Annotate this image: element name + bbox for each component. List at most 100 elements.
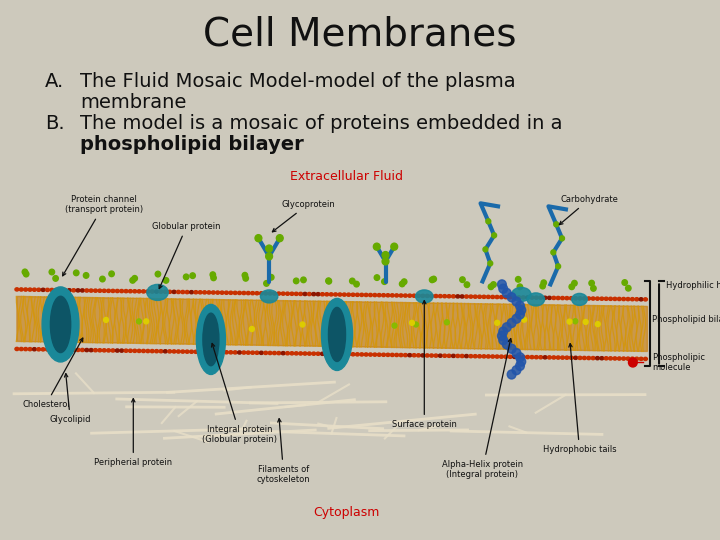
Ellipse shape xyxy=(517,296,521,299)
Circle shape xyxy=(622,280,627,285)
Circle shape xyxy=(556,264,561,269)
Ellipse shape xyxy=(89,289,93,292)
Ellipse shape xyxy=(513,296,516,299)
Circle shape xyxy=(629,358,637,367)
Ellipse shape xyxy=(487,295,490,299)
Ellipse shape xyxy=(447,354,451,357)
Ellipse shape xyxy=(351,353,355,356)
Circle shape xyxy=(24,271,29,277)
Ellipse shape xyxy=(28,348,32,351)
Ellipse shape xyxy=(76,289,80,292)
Ellipse shape xyxy=(512,287,531,301)
Ellipse shape xyxy=(360,293,364,296)
Ellipse shape xyxy=(37,348,40,351)
Text: Globular protein: Globular protein xyxy=(153,222,221,288)
Ellipse shape xyxy=(373,293,377,296)
Ellipse shape xyxy=(635,357,639,360)
Ellipse shape xyxy=(229,351,233,354)
Circle shape xyxy=(498,280,506,289)
Circle shape xyxy=(516,310,524,319)
Circle shape xyxy=(512,297,521,306)
Ellipse shape xyxy=(644,357,647,361)
Ellipse shape xyxy=(42,287,79,362)
Ellipse shape xyxy=(272,292,276,295)
Circle shape xyxy=(573,319,577,324)
Circle shape xyxy=(512,366,521,375)
Circle shape xyxy=(551,250,556,255)
Circle shape xyxy=(464,282,469,287)
Ellipse shape xyxy=(443,354,446,357)
Ellipse shape xyxy=(41,288,45,292)
Ellipse shape xyxy=(58,348,63,351)
Ellipse shape xyxy=(347,353,351,356)
Ellipse shape xyxy=(328,307,346,361)
Circle shape xyxy=(163,278,168,283)
Ellipse shape xyxy=(238,292,241,294)
Ellipse shape xyxy=(587,297,590,300)
Ellipse shape xyxy=(399,294,403,297)
Ellipse shape xyxy=(421,354,425,357)
Circle shape xyxy=(22,269,27,275)
Ellipse shape xyxy=(434,354,438,357)
Circle shape xyxy=(210,272,215,278)
Ellipse shape xyxy=(72,348,76,352)
Ellipse shape xyxy=(438,294,442,298)
Ellipse shape xyxy=(582,297,586,300)
Ellipse shape xyxy=(159,349,163,353)
Ellipse shape xyxy=(521,355,525,359)
Ellipse shape xyxy=(482,355,486,358)
Ellipse shape xyxy=(421,294,425,298)
Ellipse shape xyxy=(198,350,202,354)
Ellipse shape xyxy=(24,288,27,291)
Ellipse shape xyxy=(500,355,503,358)
Circle shape xyxy=(503,323,511,332)
Ellipse shape xyxy=(403,354,408,357)
Ellipse shape xyxy=(68,348,71,352)
Ellipse shape xyxy=(417,354,420,357)
Ellipse shape xyxy=(373,353,377,356)
Ellipse shape xyxy=(508,295,512,299)
Ellipse shape xyxy=(150,290,154,293)
Ellipse shape xyxy=(408,354,412,357)
Circle shape xyxy=(507,293,516,302)
Ellipse shape xyxy=(172,291,176,294)
Ellipse shape xyxy=(15,347,19,350)
Ellipse shape xyxy=(447,295,451,298)
Text: Hydrophobic tails: Hydrophobic tails xyxy=(543,343,616,454)
Circle shape xyxy=(249,327,254,332)
Ellipse shape xyxy=(578,297,582,300)
Ellipse shape xyxy=(216,291,220,294)
Circle shape xyxy=(499,336,508,345)
Circle shape xyxy=(583,320,588,325)
Ellipse shape xyxy=(526,296,529,299)
Ellipse shape xyxy=(587,356,590,360)
Ellipse shape xyxy=(434,294,438,298)
Circle shape xyxy=(410,320,414,325)
Ellipse shape xyxy=(50,348,54,351)
Ellipse shape xyxy=(286,292,289,295)
Ellipse shape xyxy=(473,355,477,358)
Ellipse shape xyxy=(316,293,320,296)
Ellipse shape xyxy=(574,296,577,300)
Ellipse shape xyxy=(299,352,302,355)
Circle shape xyxy=(491,282,496,287)
Circle shape xyxy=(255,235,262,242)
Circle shape xyxy=(382,279,387,285)
Circle shape xyxy=(429,277,435,282)
Text: Cytoplasm: Cytoplasm xyxy=(313,506,380,519)
Ellipse shape xyxy=(617,357,621,360)
Circle shape xyxy=(144,319,148,324)
Ellipse shape xyxy=(72,289,76,292)
Ellipse shape xyxy=(124,349,128,352)
Ellipse shape xyxy=(264,292,268,295)
Ellipse shape xyxy=(613,357,617,360)
Ellipse shape xyxy=(408,294,412,297)
Ellipse shape xyxy=(94,349,97,352)
Ellipse shape xyxy=(28,288,32,291)
Ellipse shape xyxy=(595,356,599,360)
Ellipse shape xyxy=(338,353,342,356)
Circle shape xyxy=(507,370,516,379)
Ellipse shape xyxy=(85,348,89,352)
Ellipse shape xyxy=(561,356,564,359)
Ellipse shape xyxy=(635,298,639,301)
